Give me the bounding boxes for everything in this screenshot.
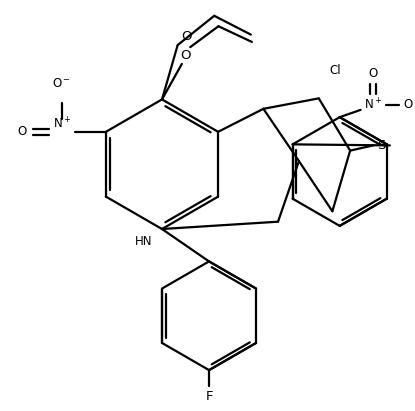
Text: HN: HN <box>134 235 152 248</box>
Text: S: S <box>377 139 386 152</box>
Text: F: F <box>205 390 213 403</box>
Text: Cl: Cl <box>329 65 341 77</box>
Text: O: O <box>180 49 190 62</box>
Text: N$^+$: N$^+$ <box>53 116 71 131</box>
Text: O: O <box>181 30 191 43</box>
Text: N$^+$: N$^+$ <box>364 97 382 112</box>
Text: O: O <box>18 125 27 139</box>
Text: O: O <box>369 67 378 80</box>
Text: O$^-$: O$^-$ <box>403 98 415 111</box>
Text: O$^-$: O$^-$ <box>52 77 71 90</box>
